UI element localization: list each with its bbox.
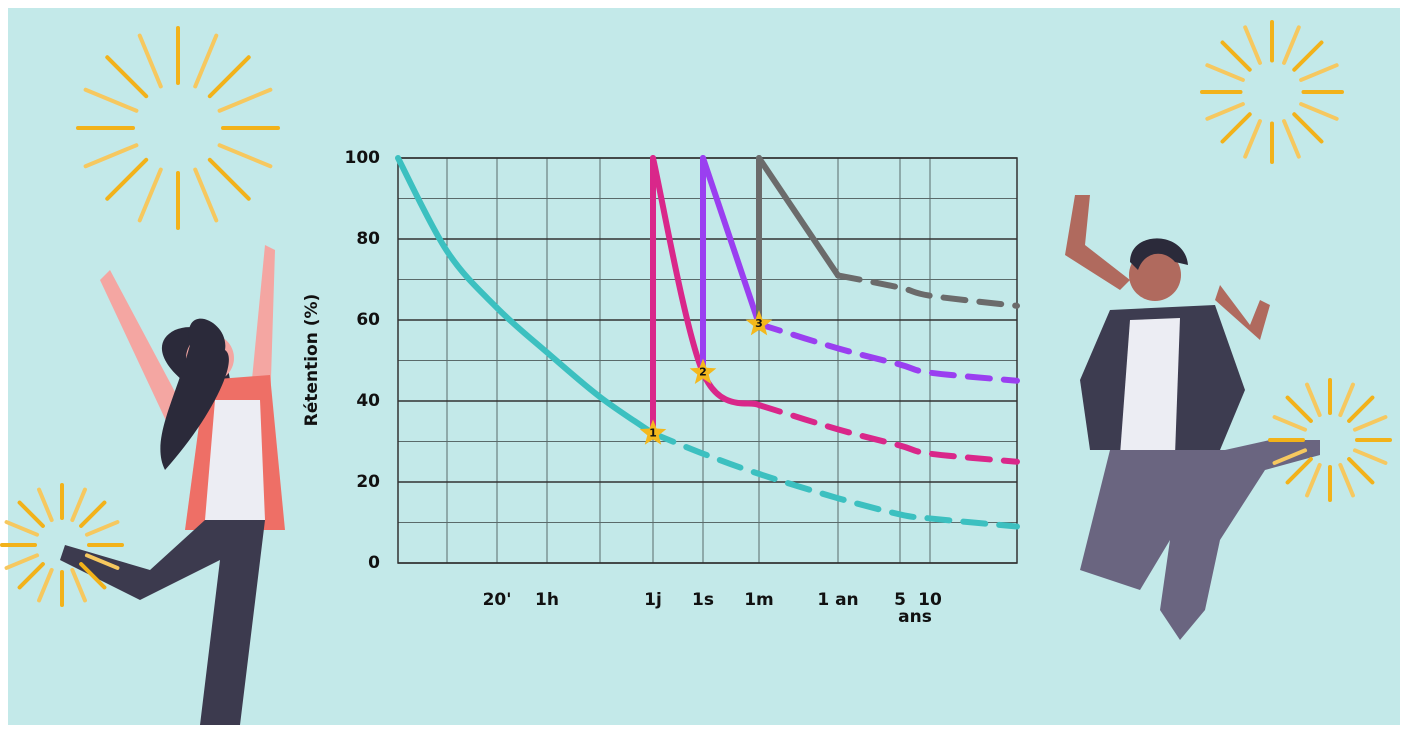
y-tick-label: 40 [356, 391, 380, 411]
x-tick-label: 1s [692, 590, 714, 610]
y-axis-label: Rétention (%) [302, 294, 322, 427]
x-tick-label: 1 an [817, 590, 858, 610]
x-tick-label: 10 [918, 590, 942, 610]
x-tick-label: 20' [483, 590, 512, 610]
y-tick-label: 0 [368, 553, 380, 573]
review-number: 1 [649, 426, 657, 439]
x-axis-note: ans [898, 607, 932, 627]
review-number: 3 [755, 317, 763, 330]
y-tick-label: 60 [356, 310, 380, 330]
x-tick-label: 1j [644, 590, 662, 610]
y-tick-label: 100 [345, 148, 381, 168]
x-tick-label: 1m [744, 590, 774, 610]
y-tick-label: 20 [356, 472, 380, 492]
chart: Rétention (%) ans 0 20 40 60 80 100 20' 1h 1j 1s 1… [0, 0, 1407, 733]
x-tick-label: 5 [894, 590, 906, 610]
x-tick-label: 1h [535, 590, 559, 610]
review-number: 2 [699, 366, 707, 379]
y-tick-label: 80 [356, 229, 380, 249]
